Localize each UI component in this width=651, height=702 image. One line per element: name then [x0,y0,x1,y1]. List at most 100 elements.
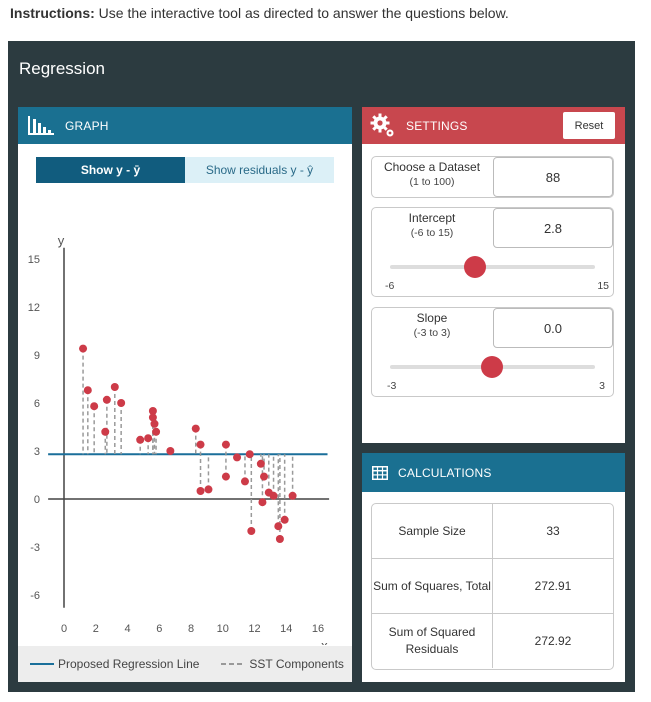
instructions-text: Use the interactive tool as directed to … [94,5,509,21]
calc-value: 33 [546,524,560,538]
data-point[interactable] [256,459,265,468]
legend-sst-swatch [221,663,246,665]
intercept-min-label: -6 [385,280,395,292]
data-point[interactable] [204,485,213,494]
scatter-plot[interactable]: -6 -3 0 3 6 9 12 15 0 2 4 6 8 10 12 14 16 y x [18,185,352,645]
data-point[interactable] [221,472,230,481]
x-tick-label: 12 [248,623,260,635]
calc-row-ssr: Sum of Squared Residuals 272.92 [372,613,613,668]
bar-chart-icon [27,115,55,137]
calc-row-sample-size: Sample Size 33 [372,504,613,558]
show-residuals-button[interactable]: Show residuals y - ŷ [185,157,334,183]
data-point[interactable] [275,535,284,543]
legend-sst-label: SST Components [249,657,344,671]
calculations-panel: CALCULATIONS Sample Size 33 Sum of Squar… [362,453,625,682]
intercept-range: (-6 to 15) [410,227,454,239]
settings-header: SETTINGS Reset [362,107,625,144]
data-point[interactable] [280,515,289,524]
data-point[interactable] [144,434,153,443]
data-point[interactable] [196,440,205,449]
data-point[interactable] [150,419,159,428]
data-point[interactable] [221,440,230,449]
data-point[interactable] [136,435,145,444]
calculations-header-label: CALCULATIONS [398,465,492,480]
y-tick-label: 3 [34,446,40,458]
regression-app: Regression GRAPH Show y - ȳ Show residu… [8,41,635,692]
calc-label: Sample Size [372,504,493,558]
slope-slider-thumb[interactable] [481,356,503,378]
intercept-card: Intercept (-6 to 15) 2.8 -6 15 [371,207,614,297]
data-point[interactable] [148,413,157,422]
x-tick-label: 8 [188,623,194,635]
data-point[interactable] [196,487,205,495]
data-point[interactable] [166,447,175,455]
calculations-table: Sample Size 33 Sum of Squares, Total 272… [371,503,614,670]
slope-label: Slope [416,311,448,325]
graph-header-label: GRAPH [65,118,109,133]
data-point[interactable] [102,395,111,404]
slope-range: (-3 to 3) [413,327,451,339]
y-axis-label: y [58,233,65,248]
data-point[interactable] [79,344,88,353]
table-icon [372,465,388,480]
dataset-range: (1 to 100) [409,176,455,188]
intercept-caption: Intercept (-6 to 15) [372,211,492,239]
reset-button[interactable]: Reset [563,112,615,139]
intercept-max-label: 15 [597,280,609,292]
data-point[interactable] [110,383,119,391]
data-point[interactable] [269,491,278,500]
data-point[interactable] [258,498,267,507]
data-point[interactable] [83,386,92,395]
data-point[interactable] [245,450,254,459]
intercept-input[interactable]: 2.8 [493,208,613,248]
data-point[interactable] [90,402,99,411]
intercept-slider-track[interactable] [390,265,595,269]
x-tick-label: 0 [61,623,67,635]
data-point[interactable] [148,407,157,415]
dataset-input[interactable]: 88 [493,157,613,197]
calc-value: 272.91 [534,579,572,593]
x-tick-label: 6 [156,623,162,635]
calculations-header: CALCULATIONS [362,453,625,492]
app-title: Regression [19,59,105,78]
y-tick-label: 15 [28,254,40,266]
y-tick-label: -6 [30,590,40,602]
calc-label: Sum of Squares, Total [372,559,493,613]
data-point[interactable] [274,522,283,531]
y-tick-label: -3 [30,542,40,554]
intercept-slider-thumb[interactable] [464,256,486,278]
slope-input[interactable]: 0.0 [493,308,613,348]
graph-panel: GRAPH Show y - ȳ Show residuals y - ŷ -… [18,107,352,682]
calc-row-sst: Sum of Squares, Total 272.91 [372,558,613,613]
data-point[interactable] [240,477,249,486]
instructions-label: Instructions: [10,5,95,21]
data-point[interactable] [117,399,126,407]
y-tick-label: 12 [28,302,40,314]
calc-label: Sum of Squared Residuals [372,614,493,668]
x-tick-label: 14 [280,623,292,635]
settings-header-label: SETTINGS [406,118,468,133]
slope-caption: Slope (-3 to 3) [372,311,492,339]
y-tick-label: 0 [34,494,40,506]
data-point[interactable] [247,527,256,535]
gear-icon [370,113,396,139]
data-point[interactable] [101,427,110,436]
data-point[interactable] [288,491,297,500]
legend-line-swatch [30,663,54,665]
intercept-label: Intercept [408,211,456,225]
slope-card: Slope (-3 to 3) 0.0 -3 3 [371,307,614,397]
x-tick-label: 16 [312,623,324,635]
x-axis-label: x [321,638,328,645]
data-point[interactable] [260,472,269,481]
data-point[interactable] [233,453,242,462]
x-tick-label: 4 [124,623,130,635]
x-tick-label: 2 [93,623,99,635]
calc-value: 272.92 [534,634,572,648]
slope-max-label: 3 [599,380,605,392]
data-point[interactable] [191,424,200,433]
settings-panel: SETTINGS Reset Choose a Dataset (1 to 10… [362,107,625,443]
legend: Proposed Regression Line SST Components [18,646,352,682]
legend-line-item: Proposed Regression Line [30,657,199,671]
show-sst-button[interactable]: Show y - ȳ [36,157,185,183]
data-point[interactable] [152,427,161,436]
